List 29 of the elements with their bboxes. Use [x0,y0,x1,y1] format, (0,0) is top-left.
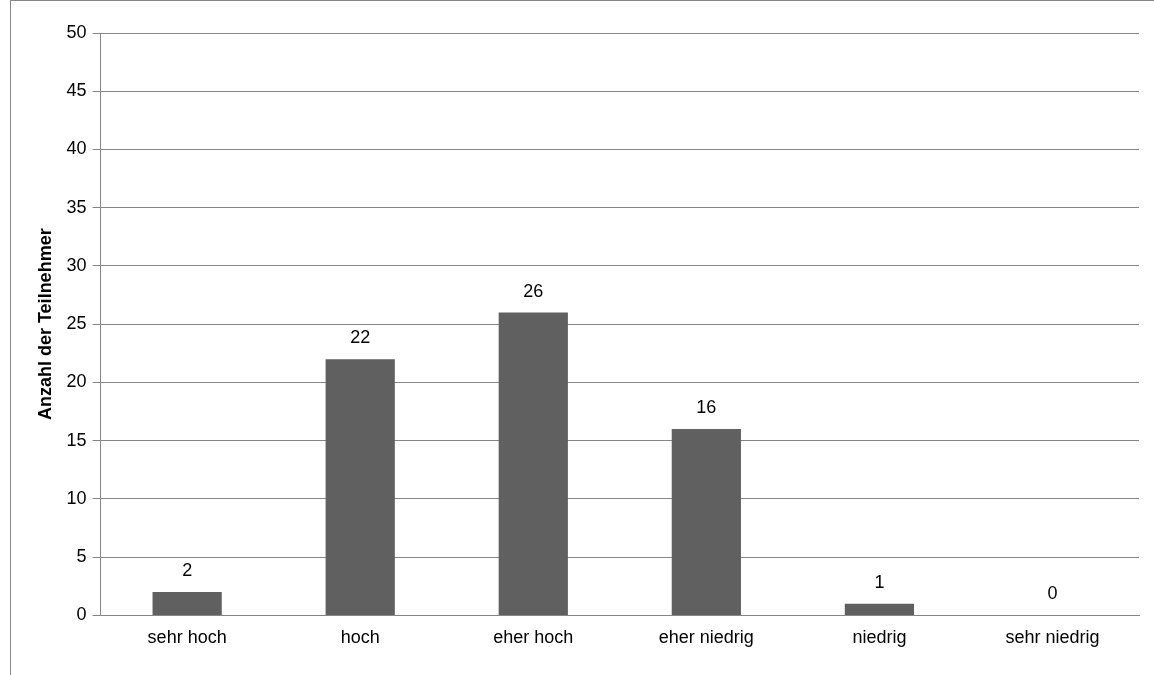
x-tick-label: niedrig [852,627,907,648]
y-tick-label: 15 [66,429,87,450]
y-tick-label: 0 [76,604,87,625]
y-tick-label: 5 [76,546,87,567]
data-label: 16 [696,397,717,417]
bar [671,429,741,615]
data-label: 26 [523,280,544,301]
y-tick-label: 40 [66,138,87,159]
y-tick-label: 35 [66,196,87,217]
y-tick-label: 30 [66,254,87,275]
x-tick-label: hoch [340,627,380,648]
y-tick-label: 50 [66,21,87,42]
y-axis-title: Anzahl der Teilnehmer [34,228,55,421]
data-label: 2 [182,560,193,581]
y-tick-label: 45 [66,80,87,101]
y-tick-label: 25 [66,313,87,334]
y-tick-label: 10 [66,487,87,508]
x-tick-label: eher hoch [493,627,574,648]
bar [152,592,222,615]
y-tick-label: 20 [66,371,87,392]
data-label: 1 [874,571,885,592]
bar [844,603,915,615]
x-tick-label: eher niedrig [658,627,754,648]
bar [325,359,395,615]
data-label: 22 [350,327,371,348]
x-tick-label: sehr niedrig [1005,627,1100,648]
data-label: 0 [1047,583,1058,604]
bar [498,312,568,615]
x-tick-label: sehr hoch [147,627,227,648]
